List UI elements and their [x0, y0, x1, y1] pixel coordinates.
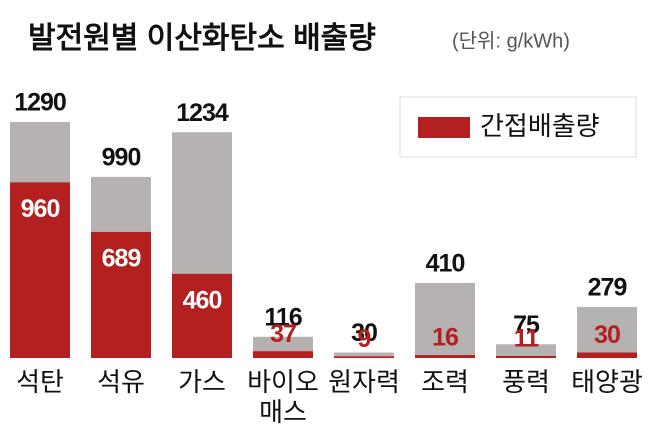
- value-label: 460: [183, 286, 222, 314]
- value-label: 960: [21, 195, 60, 223]
- x-tick-label: 원자력: [328, 367, 400, 397]
- indirect-bar: [91, 231, 151, 358]
- legend-label: 간접배출량: [480, 111, 600, 141]
- x-tick-label: 석탄: [16, 367, 64, 397]
- chart-subtitle: (단위: g/kWh): [452, 29, 570, 52]
- value-label: 116: [264, 303, 301, 331]
- value-label: 37: [270, 320, 296, 348]
- value-label: 11: [514, 325, 540, 353]
- value-label: 75: [513, 311, 540, 339]
- x-tick-label: 조력: [421, 367, 469, 397]
- total-bar: [415, 282, 475, 358]
- indirect-bar: [334, 356, 394, 358]
- indirect-bar: [577, 352, 637, 358]
- x-tick-label: 바이오 매스: [247, 367, 319, 427]
- value-label: 279: [588, 274, 627, 302]
- indirect-bar: [172, 273, 232, 358]
- x-tick-label: 풍력: [502, 367, 550, 397]
- x-tick-label: 석유: [97, 367, 145, 397]
- indirect-bar: [10, 182, 70, 358]
- total-bar: [496, 344, 556, 358]
- chart-title: 발전원별 이산화탄소 배출량: [28, 22, 376, 55]
- x-tick-label: 가스: [178, 367, 226, 397]
- value-label: 9: [358, 325, 371, 353]
- value-label: 410: [426, 250, 465, 278]
- x-tick-label: 태양광: [571, 367, 643, 397]
- value-label: 990: [102, 143, 141, 171]
- indirect-bar: [415, 355, 475, 358]
- value-label: 16: [432, 324, 458, 352]
- value-label: 1234: [176, 99, 229, 127]
- indirect-bar: [496, 355, 556, 358]
- indirect-bar: [253, 351, 313, 358]
- total-bar: [334, 352, 394, 358]
- total-bar: [577, 306, 637, 358]
- value-label: 30: [594, 321, 620, 349]
- value-label: 1290: [14, 89, 66, 117]
- value-label: 30: [351, 319, 377, 347]
- value-label: 689: [102, 245, 141, 273]
- legend-swatch: [418, 117, 470, 138]
